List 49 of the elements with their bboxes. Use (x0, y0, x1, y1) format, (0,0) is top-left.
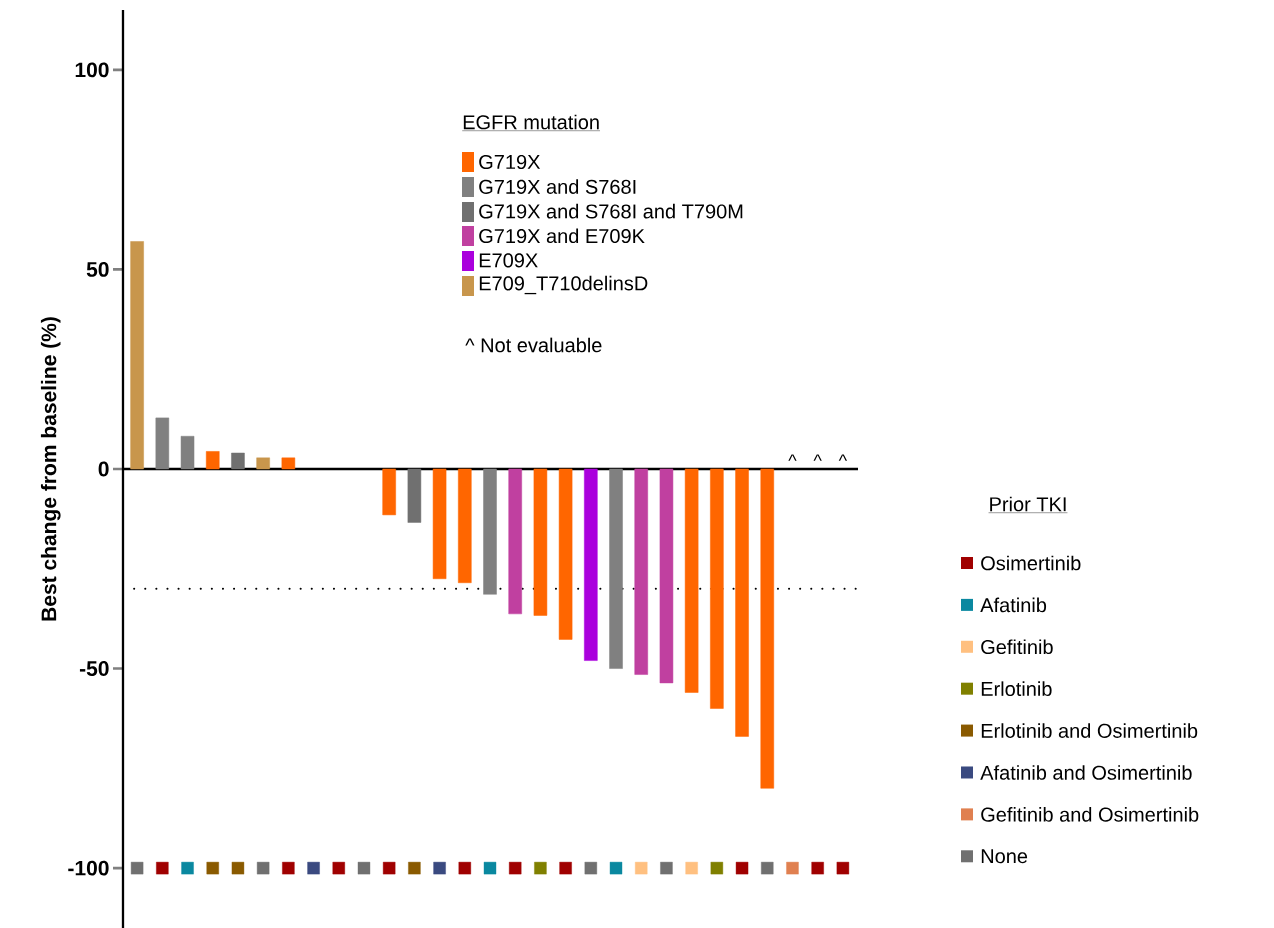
bar (231, 452, 245, 470)
bar (180, 436, 195, 470)
bar (558, 468, 573, 640)
bar (432, 468, 447, 579)
legend-label: G719X and E709K (479, 228, 645, 244)
legend-title: EGFR mutation (463, 114, 599, 130)
bar (155, 417, 170, 470)
bar (609, 468, 623, 669)
bar (407, 468, 422, 523)
legend-label: E709X (479, 253, 538, 268)
bar (634, 468, 648, 675)
legend-label: G719X (479, 154, 541, 170)
bar (382, 468, 396, 516)
y-axis-title: Best change from baseline (%) (40, 317, 61, 621)
annotation: ^ (813, 454, 822, 461)
legend-label: Gefitinib and Osimertinib (981, 807, 1199, 822)
annotation: ^ Not evaluable (465, 337, 602, 353)
annotation: ^ (788, 454, 797, 461)
bar (735, 468, 749, 737)
legend-label: E709_T710delinsD (479, 275, 648, 295)
legend-label: Erlotinib and Osimertinib (981, 723, 1198, 738)
y-tick-label: 0 (98, 461, 109, 477)
bar (533, 468, 548, 616)
text: Prior TKI (990, 496, 1066, 512)
bar (710, 468, 724, 709)
y-tick-label: -50 (79, 661, 109, 676)
legend-label: G719X and S768I and T790M (479, 203, 743, 219)
bar (684, 468, 699, 693)
y-tick-label: -100 (68, 860, 109, 876)
bar (760, 468, 775, 789)
bar (205, 451, 220, 470)
bar (508, 468, 522, 615)
bar (458, 468, 472, 583)
legend-label: Osimertinib (981, 555, 1081, 571)
legend-label: Erlotinib (981, 681, 1052, 697)
y-tick-label: 50 (86, 261, 109, 277)
bar (659, 468, 674, 684)
legend-label: Gefitinib (981, 639, 1053, 655)
legend-label: None (981, 849, 1028, 864)
bar (483, 468, 497, 595)
bar (584, 468, 598, 661)
bar (130, 241, 144, 470)
bar (281, 457, 296, 470)
legend-label: Afatinib and Osimertinib (980, 765, 1192, 780)
bar (256, 457, 270, 470)
annotation: ^ (838, 454, 848, 461)
y-tick-label: 100 (75, 62, 109, 78)
legend-label: Afatinib (980, 597, 1047, 613)
legend-label: G719X and S768I (479, 179, 636, 194)
